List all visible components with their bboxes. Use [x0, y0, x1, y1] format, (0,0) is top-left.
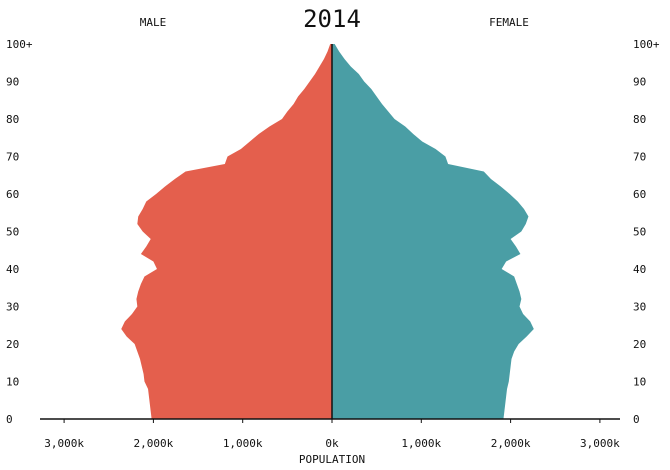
y-tick-label-right: 10 — [633, 376, 646, 389]
y-tick-label-left: 80 — [6, 113, 19, 126]
y-tick-label-left: 10 — [6, 376, 19, 389]
x-tick-label: 2,000k — [134, 437, 174, 450]
x-tick-label: 1,000k — [223, 437, 263, 450]
y-tick-label-left: 50 — [6, 226, 19, 239]
y-tick-label-right: 0 — [633, 413, 640, 426]
y-tick-label-left: 20 — [6, 338, 19, 351]
y-tick-label-right: 30 — [633, 301, 646, 314]
y-tick-label-left: 40 — [6, 263, 19, 276]
x-axis-label: POPULATION — [299, 453, 365, 466]
y-tick-label-left: 30 — [6, 301, 19, 314]
y-tick-label-right: 40 — [633, 263, 646, 276]
y-tick-label-right: 90 — [633, 76, 646, 89]
y-tick-label-right: 70 — [633, 151, 646, 164]
y-tick-label-left: 60 — [6, 188, 19, 201]
areas-layer — [121, 44, 534, 419]
x-tick-label: 2,000k — [491, 437, 531, 450]
x-tick-label: 0k — [325, 437, 339, 450]
male-area — [121, 44, 332, 419]
female-area — [332, 44, 534, 419]
x-tick-label: 3,000k — [44, 437, 84, 450]
labels-layer: 3,000k 2,000k 1,000k 0k 1,000k 2,000k 3,000k 0 0… — [6, 38, 660, 450]
chart-title: 2014 — [303, 5, 361, 33]
male-header: MALE — [140, 16, 167, 29]
x-tick-label: 1,000k — [401, 437, 441, 450]
y-tick-label-left: 0 — [6, 413, 13, 426]
y-tick-label-right: 100+ — [633, 38, 660, 51]
y-tick-label-left: 90 — [6, 76, 19, 89]
y-tick-label-left: 100+ — [6, 38, 33, 51]
y-tick-label-right: 50 — [633, 226, 646, 239]
axes-layer — [40, 44, 620, 423]
y-tick-label-right: 60 — [633, 188, 646, 201]
y-tick-label-right: 80 — [633, 113, 646, 126]
female-header: FEMALE — [489, 16, 529, 29]
y-tick-label-right: 20 — [633, 338, 646, 351]
x-tick-label: 3,000k — [580, 437, 620, 450]
y-tick-label-left: 70 — [6, 151, 19, 164]
